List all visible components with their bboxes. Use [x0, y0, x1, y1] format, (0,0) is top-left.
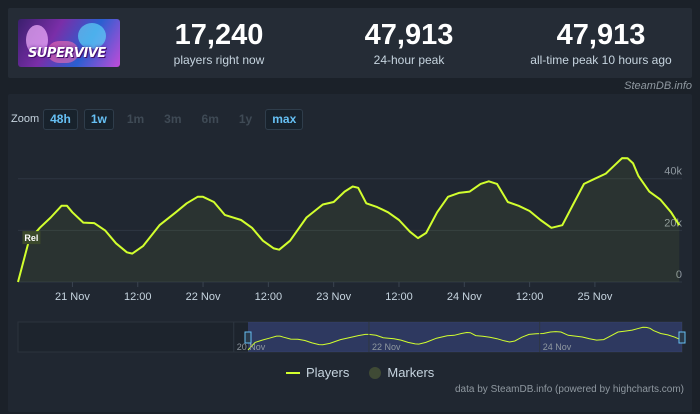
- zoom-label: Zoom: [11, 113, 40, 125]
- art-shape: [26, 25, 48, 55]
- zoom-1y-button[interactable]: 1y: [238, 111, 253, 126]
- x-tick-label: 24 Nov: [447, 291, 482, 303]
- highcharts-credit[interactable]: data by SteamDB.info (powered by highcha…: [455, 384, 684, 395]
- players-area: [18, 158, 680, 282]
- markers-legend-swatch: [369, 366, 382, 379]
- x-tick-label: 23 Nov: [316, 291, 351, 303]
- release-marker[interactable]: [22, 231, 41, 245]
- stat-label: players right now: [173, 53, 265, 67]
- stat-current-players: 17,240 players right now: [144, 18, 294, 68]
- players-series-line[interactable]: [17, 157, 681, 283]
- y-tick-label: 40k: [664, 166, 682, 178]
- x-tick-label: 12:00: [124, 291, 152, 303]
- zoom-1w-button[interactable]: 1w: [83, 108, 114, 130]
- steamdb-credit[interactable]: SteamDB.info: [624, 80, 692, 92]
- x-tick-label: 25 Nov: [577, 291, 612, 303]
- navigator-date-label: 24 Nov: [543, 342, 572, 352]
- navigator-date-label: 20 Nov: [237, 342, 266, 352]
- zoom-max-button[interactable]: max: [265, 108, 304, 130]
- art-shape: [48, 41, 78, 63]
- stat-label: all-time peak 10 hours ago: [530, 53, 672, 67]
- x-tick-label: 22 Nov: [186, 291, 221, 303]
- zoom-1m-button[interactable]: 1m: [126, 111, 145, 126]
- stat-value: 17,240: [174, 19, 264, 51]
- navigator-date-label: 22 Nov: [372, 342, 401, 352]
- legend-players[interactable]: Players: [306, 365, 350, 380]
- game-logo-image[interactable]: SUPERVIVE: [18, 19, 120, 67]
- art-shape: [78, 23, 106, 49]
- stat-24h-peak: 47,913 24-hour peak: [334, 18, 484, 68]
- release-marker-label: Rel: [24, 233, 38, 243]
- x-tick-label: 21 Nov: [55, 291, 90, 303]
- zoom-48h-button[interactable]: 48h: [43, 108, 78, 130]
- stats-bar: SUPERVIVE 17,240 players right now 47,91…: [8, 8, 692, 78]
- zoom-3m-button[interactable]: 3m: [164, 111, 182, 126]
- stat-all-time-peak: 47,913 all-time peak 10 hours ago: [516, 18, 686, 68]
- x-tick-label: 12:00: [516, 291, 544, 303]
- y-tick-label: 20k: [664, 217, 682, 229]
- navigator-handle[interactable]: [678, 331, 686, 344]
- x-tick-label: 12:00: [255, 291, 283, 303]
- x-tick-label: 12:00: [385, 291, 413, 303]
- zoom-controls: Zoom 48h 1w 1m 3m 6m 1y max: [11, 108, 309, 130]
- zoom-6m-button[interactable]: 6m: [201, 111, 219, 126]
- navigator-handle[interactable]: [244, 331, 252, 344]
- y-tick-label: 0: [676, 269, 682, 281]
- chart-panel: [8, 94, 692, 412]
- stat-label: 24-hour peak: [373, 53, 445, 67]
- stat-value: 47,913: [556, 19, 646, 51]
- chart-legend: Players Markers: [286, 365, 434, 380]
- navigator-series-line: [247, 326, 681, 351]
- players-legend-swatch: [286, 371, 300, 374]
- navigator-selection[interactable]: [248, 322, 682, 352]
- game-logo-text: SUPERVIVE: [28, 46, 106, 61]
- stat-value: 47,913: [364, 19, 454, 51]
- legend-markers[interactable]: Markers: [387, 365, 435, 380]
